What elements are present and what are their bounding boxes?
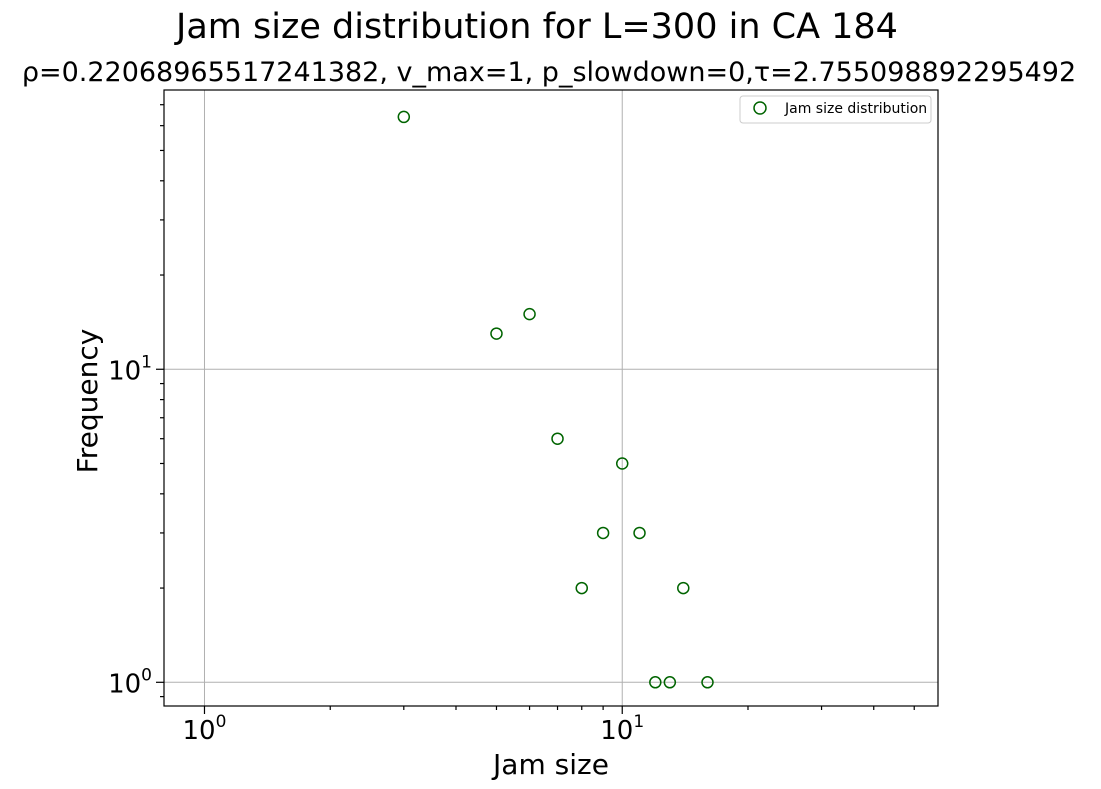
data-point: [677, 581, 690, 595]
y-tick-label: 101: [108, 352, 152, 386]
data-point: [701, 676, 714, 689]
legend-marker: [753, 101, 767, 115]
data-points: [397, 110, 714, 689]
x-tick-label: 101: [600, 712, 644, 746]
y-axis-label: Frequency: [71, 329, 104, 474]
data-point: [596, 526, 610, 540]
data-point: [633, 526, 646, 540]
data-point: [649, 676, 662, 689]
data-point: [551, 432, 564, 445]
x-tick-label: 100: [183, 712, 227, 746]
legend-label: Jam size distribution: [784, 101, 927, 117]
data-point: [575, 581, 588, 595]
chart-title: Jam size distribution for L=300 in CA 18…: [174, 7, 898, 47]
x-axis-label: Jam size: [491, 748, 609, 781]
plot-area-frame: [163, 89, 939, 707]
minor-ticks: [160, 104, 915, 710]
grid: [164, 90, 938, 706]
legend: Jam size distribution: [739, 95, 932, 124]
data-point: [663, 676, 677, 689]
legend-box: [739, 95, 932, 124]
y-tick-label: 100: [108, 665, 152, 699]
chart-subtitle: ρ=0.22068965517241382, v_max=1, p_slowdo…: [22, 57, 1076, 88]
data-point: [397, 110, 411, 124]
data-point: [615, 457, 629, 470]
tick-labels: 100 101 100 101: [108, 352, 644, 746]
data-point: [523, 307, 536, 321]
data-point: [490, 327, 503, 340]
major-ticks: [156, 368, 623, 714]
